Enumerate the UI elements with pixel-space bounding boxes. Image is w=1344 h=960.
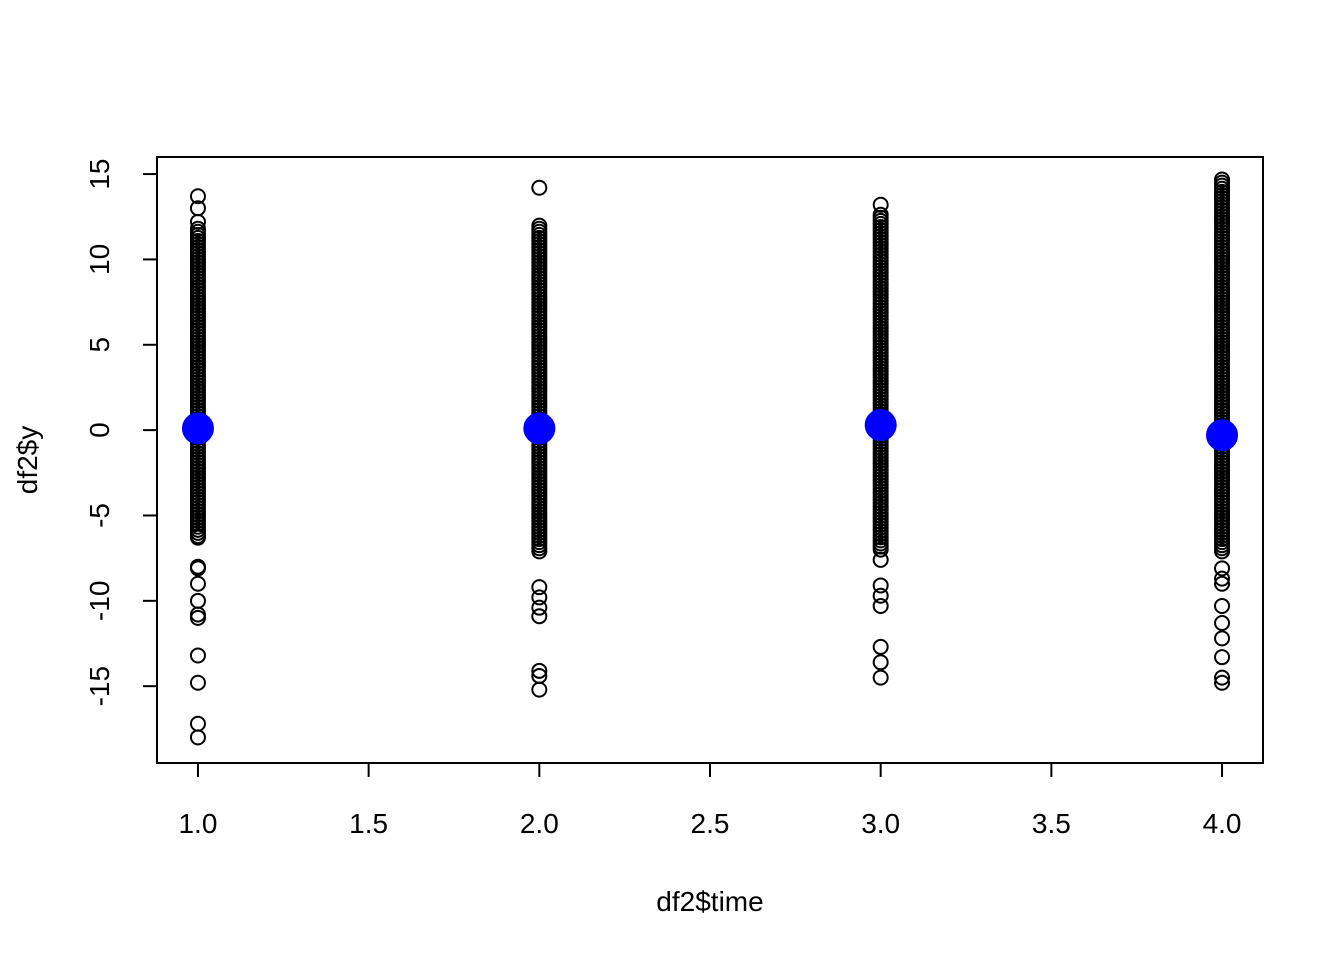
data-point [872,196,889,213]
x-tick-label: 4.0 [1203,808,1242,839]
y-axis-title: df2$y [12,426,43,495]
data-point [1214,669,1231,686]
data-point [189,674,206,691]
data-point [1214,570,1231,587]
data-point [1214,630,1231,647]
data-point [1214,560,1231,577]
x-axis-title: df2$time [656,886,763,917]
x-tick-label: 1.5 [349,808,388,839]
data-point [872,551,889,568]
mean-point [864,409,897,442]
data-point [872,654,889,671]
data-point [872,638,889,655]
data-point [1214,649,1231,666]
data-point [1214,171,1231,188]
data-point [189,647,206,664]
data-point [531,608,548,625]
mean-point [181,412,214,445]
x-tick-label: 1.0 [178,808,217,839]
mean-point [1206,419,1239,452]
data-point [1214,674,1231,691]
x-tick-label: 3.5 [1032,808,1071,839]
mean-point [523,412,556,445]
x-axis: 1.0 1.5 2.0 2.5 3.0 3.5 4.0 [178,762,1242,839]
data-point [189,729,206,746]
data-point [189,575,206,592]
x-tick-label: 3.0 [861,808,900,839]
y-axis: -15 -10 -5 0 5 10 15 [84,158,158,706]
y-tick-label: 0 [84,422,115,438]
data-point [189,529,206,546]
data-points [189,171,1231,746]
data-point [531,217,548,234]
data-point [531,589,548,606]
data-point [531,179,548,196]
x-tick-label: 2.0 [520,808,559,839]
data-point [531,579,548,596]
data-point [872,206,889,223]
y-tick-label: -5 [84,503,115,528]
data-point [872,669,889,686]
data-point [872,587,889,604]
data-point [872,597,889,614]
data-point [189,609,206,626]
data-point [531,599,548,616]
data-point [189,560,206,577]
data-point [189,715,206,732]
data-point [531,662,548,679]
data-point [531,681,548,698]
y-tick-label: 5 [84,337,115,353]
y-tick-label: -10 [84,581,115,621]
data-point [1214,615,1231,632]
data-point [189,188,206,205]
y-tick-label: 15 [84,158,115,189]
data-point [1214,597,1231,614]
data-point [189,220,206,237]
data-point [189,606,206,623]
data-point [189,592,206,609]
mean-markers [181,409,1239,452]
data-point [189,213,206,230]
y-tick-label: 10 [84,244,115,275]
y-tick-label: -15 [84,666,115,706]
data-point [1214,575,1231,592]
plot-frame [156,156,1264,764]
data-point [872,577,889,594]
x-tick-label: 2.5 [691,808,730,839]
